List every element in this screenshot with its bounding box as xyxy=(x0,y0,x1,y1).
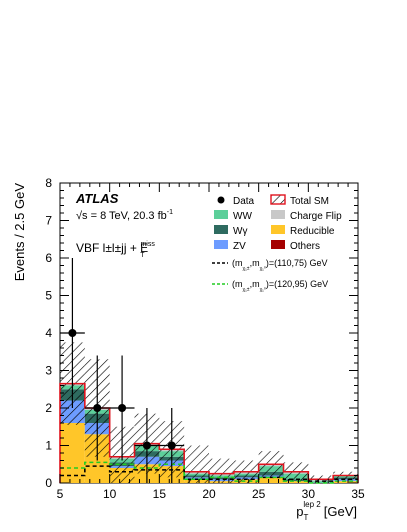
y-tick-label: 8 xyxy=(45,176,52,190)
uncertainty-band-6 xyxy=(209,458,234,483)
legend-label-total-sm: Total SM xyxy=(290,196,329,207)
legend-signal-label-2: (mχ₁±,mχ₁⁰)=(120,95) GeV xyxy=(232,279,328,293)
bar-reducible-11 xyxy=(333,481,358,483)
data-point-0 xyxy=(68,329,77,337)
x-tick-label: 15 xyxy=(153,487,167,501)
legend-label-reducible: Reducible xyxy=(290,226,335,237)
x-tick-label: 20 xyxy=(202,487,216,501)
data-point-2 xyxy=(118,404,127,412)
legend-swatch-reducible xyxy=(271,225,285,234)
legend-swatch-others xyxy=(271,240,285,249)
legend-label-ww: WW xyxy=(233,211,252,222)
legend-swatch-ww xyxy=(214,210,228,219)
data-layer xyxy=(60,258,185,483)
y-tick-label: 6 xyxy=(45,251,52,265)
x-tick-label: 10 xyxy=(103,487,117,501)
x-tick-label: 35 xyxy=(351,487,365,501)
x-tick-label: 5 xyxy=(57,487,64,501)
x-tick-label: 25 xyxy=(252,487,266,501)
axis-layer: 5 10 15 20 25 30 35 0 1 2 3 4 5 6 7 8 xyxy=(45,176,365,501)
energy-label: √s = 8 TeV, 20.3 fb-1 xyxy=(76,209,173,222)
region-label: VBF l±l±jj + E Tmiss xyxy=(76,241,155,259)
bar-reducible-9 xyxy=(283,481,309,483)
legend-swatch-charge-flip xyxy=(271,210,285,219)
bar-reducible-8 xyxy=(258,477,284,483)
y-tick-label: 5 xyxy=(45,289,52,303)
uncertainty-band-5 xyxy=(184,445,209,483)
legend-label-w-: Wγ xyxy=(233,226,247,237)
bar-reducible-0 xyxy=(60,423,85,483)
y-tick-label: 2 xyxy=(45,401,52,415)
data-point-3 xyxy=(142,441,151,450)
y-axis-title: Events / 2.5 GeV xyxy=(12,183,27,282)
legend-swatch-w- xyxy=(214,225,228,234)
legend-signal-label-1: (mχ₁±,mχ₁⁰)=(110,75) GeV xyxy=(232,258,328,272)
legend-label-others: Others xyxy=(290,241,320,252)
y-tick-label: 4 xyxy=(45,326,52,340)
legend-label-data: Data xyxy=(233,196,255,207)
experiment-label: ATLAS xyxy=(75,191,119,206)
legend-layer: Data Total SM WW Charge Flip Wγ Reducible ZV Ot… xyxy=(212,194,342,293)
y-tick-label: 0 xyxy=(45,476,52,490)
legend-marker-total-sm xyxy=(270,194,286,205)
bar-zv-11 xyxy=(333,479,358,482)
data-point-4 xyxy=(167,441,176,450)
x-axis-title: pTlep 2 [GeV] xyxy=(296,500,357,522)
y-tick-label: 3 xyxy=(45,364,52,378)
y-tick-label: 7 xyxy=(45,214,52,228)
data-point-1 xyxy=(93,404,102,412)
legend-label-charge-flip: Charge Flip xyxy=(290,211,342,222)
signal-line-2 xyxy=(60,461,358,484)
x-tick-label: 30 xyxy=(302,487,316,501)
legend-label-zv: ZV xyxy=(233,241,246,252)
legend-swatch-zv xyxy=(214,240,228,249)
legend-marker-data xyxy=(217,196,225,204)
y-tick-label: 1 xyxy=(45,439,52,453)
